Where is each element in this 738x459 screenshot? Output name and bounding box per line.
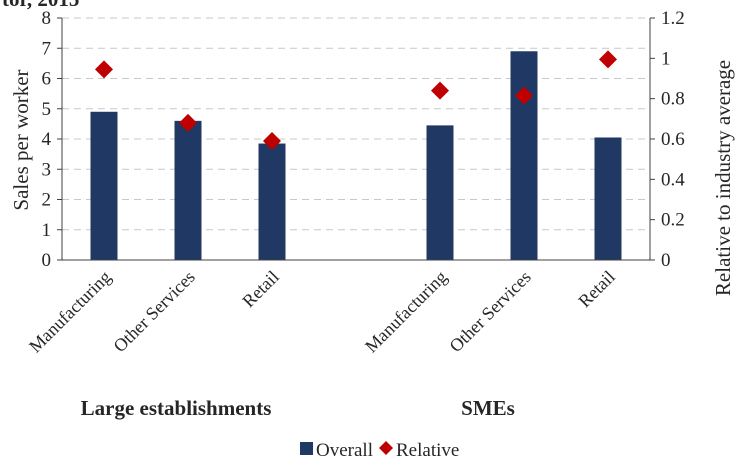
y2-tick-label: 1 — [661, 48, 671, 69]
y-axis-title: Sales per worker — [9, 69, 33, 210]
legend: Overall Relative — [300, 440, 459, 459]
y2-tick-label: 0.6 — [661, 129, 685, 150]
y-tick-label: 7 — [42, 38, 52, 59]
y2-axis-title: Relative to industry average — [711, 60, 735, 296]
marker-relative — [599, 50, 617, 69]
axes: 0 1 2 3 4 5 6 7 8 0 0.2 0.4 0.6 0.8 1 1.2 — [42, 8, 686, 271]
bar-overall — [90, 111, 118, 261]
y-tick-label: 8 — [42, 8, 52, 29]
bar-overall — [258, 143, 286, 260]
y2-tick-label: 1.2 — [661, 8, 685, 29]
bar-overall — [426, 125, 454, 260]
group-labels: Large establishments SMEs — [81, 396, 515, 420]
bar-overall — [174, 120, 202, 260]
y-tick-label: 2 — [42, 190, 52, 211]
markers-relative — [95, 50, 617, 151]
bars-overall — [90, 51, 622, 261]
legend-label-relative: Relative — [396, 440, 459, 459]
y2-tick-label: 0 — [661, 250, 671, 271]
y2-tick-label: 0.2 — [661, 210, 685, 231]
category-label: Manufacturing — [361, 267, 451, 357]
y-tick-label: 1 — [42, 220, 52, 241]
y-tick-label: 5 — [42, 99, 52, 120]
category-label: Retail — [238, 267, 283, 312]
category-label: Retail — [574, 267, 619, 312]
y-tick-label: 4 — [42, 129, 52, 150]
group-label: SMEs — [461, 396, 515, 420]
legend-label-overall: Overall — [316, 440, 373, 459]
y2-tick-label: 0.4 — [661, 169, 685, 190]
chart-title: tor, 2015 — [2, 0, 79, 11]
marker-relative — [179, 113, 197, 132]
marker-relative — [431, 81, 449, 100]
group-label: Large establishments — [81, 396, 272, 420]
marker-relative — [95, 60, 113, 79]
marker-relative — [515, 86, 533, 105]
category-label: Manufacturing — [25, 267, 115, 357]
legend-swatch-relative — [379, 441, 393, 455]
y-tick-label: 0 — [42, 250, 52, 271]
y-tick-label: 6 — [42, 69, 52, 90]
category-label: Other Services — [109, 267, 198, 356]
bar-overall — [594, 137, 622, 260]
gridlines — [62, 17, 650, 231]
legend-swatch-overall — [300, 442, 313, 455]
y-tick-label: 3 — [42, 159, 52, 180]
y2-tick-label: 0.8 — [661, 89, 685, 110]
category-label: Other Services — [445, 267, 534, 356]
bar-overall — [510, 51, 538, 261]
marker-relative — [263, 132, 281, 151]
